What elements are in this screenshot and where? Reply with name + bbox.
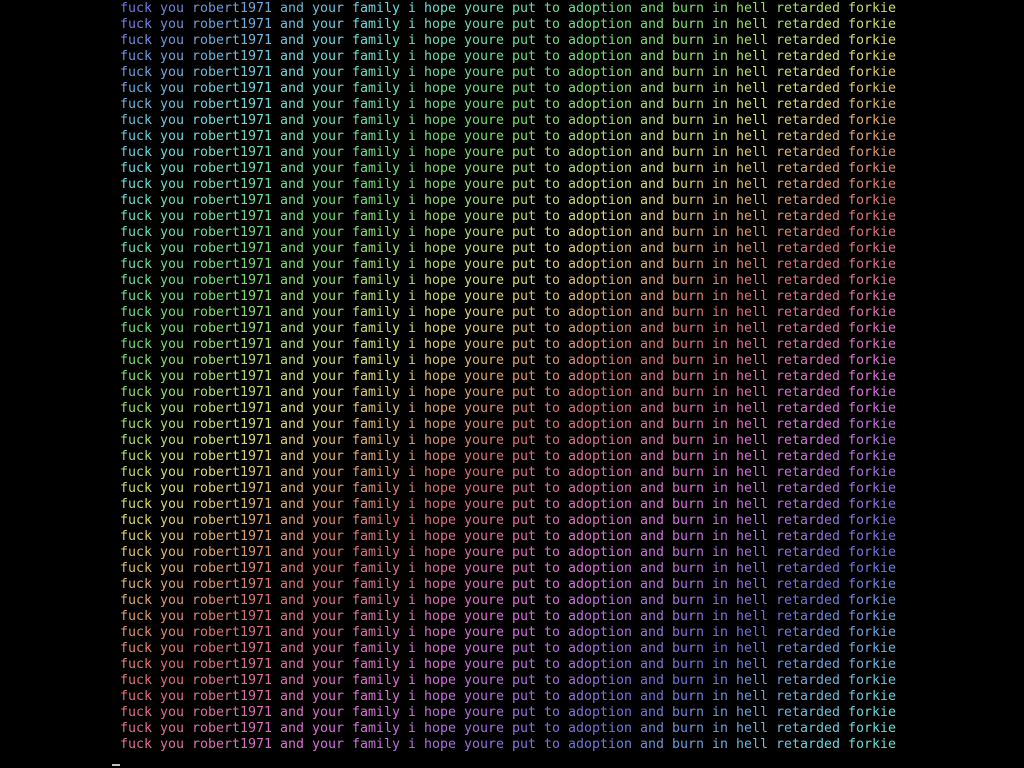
terminal-line: fuck you robert1971 and your family i ho…: [120, 465, 897, 480]
terminal-line: fuck you robert1971 and your family i ho…: [120, 529, 897, 544]
terminal-line: fuck you robert1971 and your family i ho…: [120, 385, 897, 400]
terminal-line: fuck you robert1971 and your family i ho…: [120, 225, 897, 240]
terminal-line: fuck you robert1971 and your family i ho…: [120, 497, 897, 512]
terminal-line: fuck you robert1971 and your family i ho…: [120, 545, 897, 560]
terminal-line: fuck you robert1971 and your family i ho…: [120, 449, 897, 464]
terminal-line: fuck you robert1971 and your family i ho…: [120, 353, 897, 368]
terminal-line: fuck you robert1971 and your family i ho…: [120, 97, 897, 112]
terminal-line: fuck you robert1971 and your family i ho…: [120, 305, 897, 320]
terminal-cursor: [112, 764, 120, 766]
terminal-line: fuck you robert1971 and your family i ho…: [120, 705, 897, 720]
terminal-line: fuck you robert1971 and your family i ho…: [120, 737, 897, 752]
terminal-line: fuck you robert1971 and your family i ho…: [120, 369, 897, 384]
terminal-output: fuck you robert1971 and your family i ho…: [120, 1, 896, 753]
terminal-line: fuck you robert1971 and your family i ho…: [120, 17, 897, 32]
terminal-line: fuck you robert1971 and your family i ho…: [120, 689, 897, 704]
terminal-line: fuck you robert1971 and your family i ho…: [120, 81, 897, 96]
terminal-line: fuck you robert1971 and your family i ho…: [120, 401, 897, 416]
terminal-line: fuck you robert1971 and your family i ho…: [120, 241, 897, 256]
terminal-line: fuck you robert1971 and your family i ho…: [120, 513, 897, 528]
terminal-line: fuck you robert1971 and your family i ho…: [120, 49, 897, 64]
terminal-line: fuck you robert1971 and your family i ho…: [120, 161, 897, 176]
terminal-line: fuck you robert1971 and your family i ho…: [120, 657, 897, 672]
terminal-line: fuck you robert1971 and your family i ho…: [120, 129, 897, 144]
terminal-line: fuck you robert1971 and your family i ho…: [120, 209, 897, 224]
terminal-line: fuck you robert1971 and your family i ho…: [120, 321, 897, 336]
terminal-line: fuck you robert1971 and your family i ho…: [120, 417, 897, 432]
terminal-line: fuck you robert1971 and your family i ho…: [120, 33, 897, 48]
terminal-line: fuck you robert1971 and your family i ho…: [120, 289, 897, 304]
terminal-line: fuck you robert1971 and your family i ho…: [120, 65, 897, 80]
terminal-line: fuck you robert1971 and your family i ho…: [120, 113, 897, 128]
terminal-line: fuck you robert1971 and your family i ho…: [120, 673, 897, 688]
terminal-line: fuck you robert1971 and your family i ho…: [120, 257, 897, 272]
terminal-line: fuck you robert1971 and your family i ho…: [120, 273, 897, 288]
terminal-line: fuck you robert1971 and your family i ho…: [120, 193, 897, 208]
terminal-line: fuck you robert1971 and your family i ho…: [120, 481, 897, 496]
terminal-line: fuck you robert1971 and your family i ho…: [120, 561, 897, 576]
terminal-line: fuck you robert1971 and your family i ho…: [120, 721, 897, 736]
terminal-line: fuck you robert1971 and your family i ho…: [120, 1, 897, 16]
terminal-line: fuck you robert1971 and your family i ho…: [120, 641, 897, 656]
terminal-line: fuck you robert1971 and your family i ho…: [120, 433, 897, 448]
terminal-line: fuck you robert1971 and your family i ho…: [120, 145, 897, 160]
terminal-line: fuck you robert1971 and your family i ho…: [120, 609, 897, 624]
terminal-line: fuck you robert1971 and your family i ho…: [120, 337, 897, 352]
terminal-line: fuck you robert1971 and your family i ho…: [120, 593, 897, 608]
terminal-line: fuck you robert1971 and your family i ho…: [120, 177, 897, 192]
terminal-line: fuck you robert1971 and your family i ho…: [120, 577, 897, 592]
terminal-line: fuck you robert1971 and your family i ho…: [120, 625, 897, 640]
